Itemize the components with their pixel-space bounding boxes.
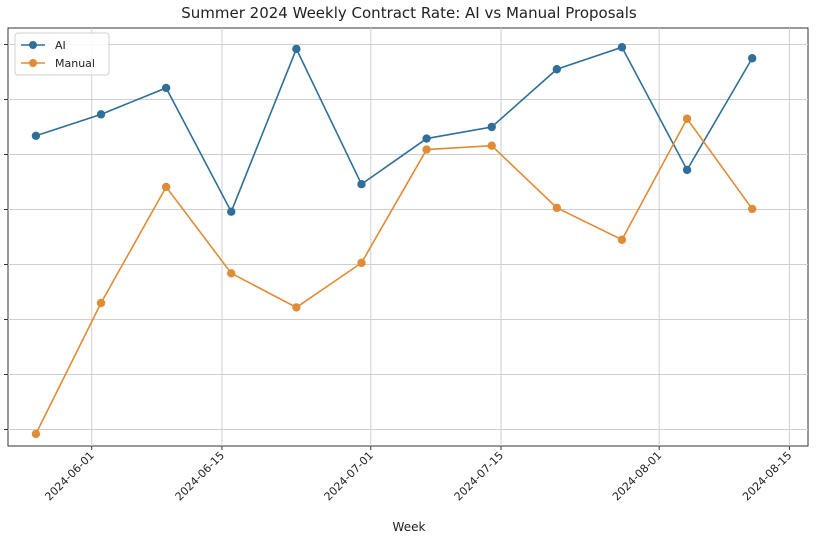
chart-title: Summer 2024 Weekly Contract Rate: AI vs … [181, 4, 637, 22]
legend-marker [29, 41, 37, 49]
data-point-manual [487, 141, 496, 150]
legend-marker [29, 59, 37, 67]
data-point-ai [227, 207, 236, 216]
legend: AI Manual [14, 32, 110, 76]
legend-label: AI [55, 39, 66, 52]
x-tick-label: 2024-07-15 [452, 449, 506, 503]
data-point-ai [422, 134, 431, 143]
data-point-manual [747, 204, 757, 214]
data-point-ai [161, 83, 171, 93]
data-point-manual [227, 269, 236, 278]
data-point-ai [617, 43, 627, 52]
data-point-manual [682, 114, 692, 123]
legend-label: Manual [55, 57, 95, 70]
x-tick-label: 2024-07-01 [322, 449, 376, 503]
data-point-ai [552, 65, 562, 74]
grid [8, 28, 808, 446]
legend-box [14, 32, 110, 76]
data-point-manual [357, 258, 366, 268]
data-point-manual [96, 298, 106, 308]
data-point-ai [96, 110, 106, 119]
x-tick-label: 2024-06-15 [173, 449, 227, 503]
series-line-ai [35, 46, 753, 214]
data-point-manual [422, 145, 431, 154]
data-point-manual [31, 429, 41, 439]
x-tick-label: 2024-08-01 [610, 449, 664, 503]
data-point-ai [682, 165, 692, 175]
series-layer [31, 43, 757, 439]
data-point-ai [487, 122, 496, 132]
data-point-ai [292, 44, 301, 54]
data-point-manual [292, 303, 301, 312]
series-line-manual [35, 117, 753, 435]
data-point-manual [552, 203, 562, 213]
plot-area [7, 27, 809, 447]
data-point-ai [747, 54, 757, 63]
data-point-manual [617, 235, 627, 244]
data-point-ai [31, 131, 41, 140]
data-point-ai [357, 180, 366, 189]
data-point-manual [161, 182, 171, 192]
x-axis-label: Week [393, 520, 426, 534]
x-tick-label: 2024-06-01 [42, 449, 96, 503]
x-tick-label: 2024-08-15 [740, 449, 794, 503]
